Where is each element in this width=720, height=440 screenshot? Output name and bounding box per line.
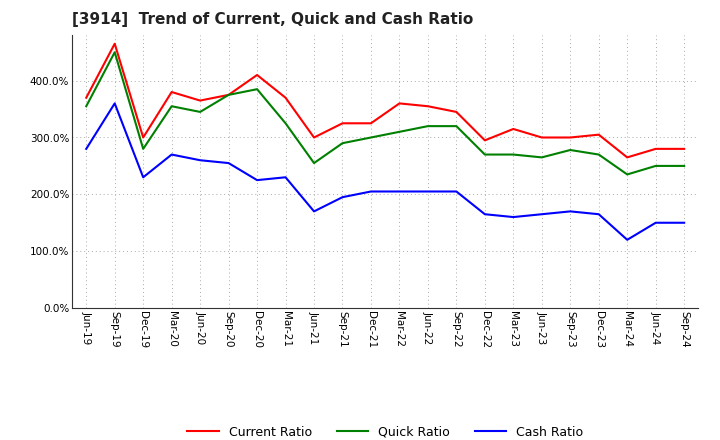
Current Ratio bbox=[566, 135, 575, 140]
Quick Ratio bbox=[452, 124, 461, 129]
Current Ratio bbox=[225, 92, 233, 98]
Cash Ratio bbox=[167, 152, 176, 157]
Quick Ratio bbox=[509, 152, 518, 157]
Text: [3914]  Trend of Current, Quick and Cash Ratio: [3914] Trend of Current, Quick and Cash … bbox=[72, 12, 473, 27]
Quick Ratio bbox=[225, 92, 233, 98]
Current Ratio bbox=[167, 89, 176, 95]
Legend: Current Ratio, Quick Ratio, Cash Ratio: Current Ratio, Quick Ratio, Cash Ratio bbox=[182, 421, 588, 440]
Cash Ratio bbox=[196, 158, 204, 163]
Current Ratio bbox=[652, 146, 660, 151]
Cash Ratio bbox=[82, 146, 91, 151]
Current Ratio bbox=[452, 109, 461, 114]
Cash Ratio bbox=[566, 209, 575, 214]
Quick Ratio bbox=[338, 140, 347, 146]
Quick Ratio bbox=[652, 163, 660, 169]
Current Ratio bbox=[338, 121, 347, 126]
Current Ratio bbox=[680, 146, 688, 151]
Quick Ratio bbox=[566, 147, 575, 153]
Line: Quick Ratio: Quick Ratio bbox=[86, 52, 684, 174]
Current Ratio bbox=[282, 95, 290, 100]
Cash Ratio bbox=[537, 212, 546, 217]
Current Ratio bbox=[110, 41, 119, 46]
Cash Ratio bbox=[680, 220, 688, 225]
Current Ratio bbox=[623, 155, 631, 160]
Quick Ratio bbox=[595, 152, 603, 157]
Current Ratio bbox=[509, 126, 518, 132]
Line: Cash Ratio: Cash Ratio bbox=[86, 103, 684, 240]
Quick Ratio bbox=[82, 103, 91, 109]
Current Ratio bbox=[537, 135, 546, 140]
Cash Ratio bbox=[452, 189, 461, 194]
Cash Ratio bbox=[225, 161, 233, 166]
Quick Ratio bbox=[623, 172, 631, 177]
Current Ratio bbox=[366, 121, 375, 126]
Quick Ratio bbox=[110, 50, 119, 55]
Cash Ratio bbox=[310, 209, 318, 214]
Quick Ratio bbox=[139, 146, 148, 151]
Cash Ratio bbox=[595, 212, 603, 217]
Cash Ratio bbox=[652, 220, 660, 225]
Quick Ratio bbox=[253, 87, 261, 92]
Cash Ratio bbox=[253, 177, 261, 183]
Quick Ratio bbox=[310, 161, 318, 166]
Cash Ratio bbox=[338, 194, 347, 200]
Cash Ratio bbox=[110, 101, 119, 106]
Cash Ratio bbox=[395, 189, 404, 194]
Quick Ratio bbox=[167, 103, 176, 109]
Quick Ratio bbox=[537, 155, 546, 160]
Quick Ratio bbox=[282, 121, 290, 126]
Cash Ratio bbox=[480, 212, 489, 217]
Current Ratio bbox=[595, 132, 603, 137]
Current Ratio bbox=[196, 98, 204, 103]
Current Ratio bbox=[395, 101, 404, 106]
Cash Ratio bbox=[423, 189, 432, 194]
Line: Current Ratio: Current Ratio bbox=[86, 44, 684, 158]
Quick Ratio bbox=[680, 163, 688, 169]
Current Ratio bbox=[480, 138, 489, 143]
Current Ratio bbox=[139, 135, 148, 140]
Quick Ratio bbox=[366, 135, 375, 140]
Cash Ratio bbox=[282, 175, 290, 180]
Current Ratio bbox=[423, 103, 432, 109]
Quick Ratio bbox=[480, 152, 489, 157]
Cash Ratio bbox=[623, 237, 631, 242]
Quick Ratio bbox=[196, 109, 204, 114]
Quick Ratio bbox=[423, 124, 432, 129]
Current Ratio bbox=[82, 95, 91, 100]
Cash Ratio bbox=[366, 189, 375, 194]
Cash Ratio bbox=[139, 175, 148, 180]
Current Ratio bbox=[310, 135, 318, 140]
Quick Ratio bbox=[395, 129, 404, 135]
Cash Ratio bbox=[509, 214, 518, 220]
Current Ratio bbox=[253, 72, 261, 77]
